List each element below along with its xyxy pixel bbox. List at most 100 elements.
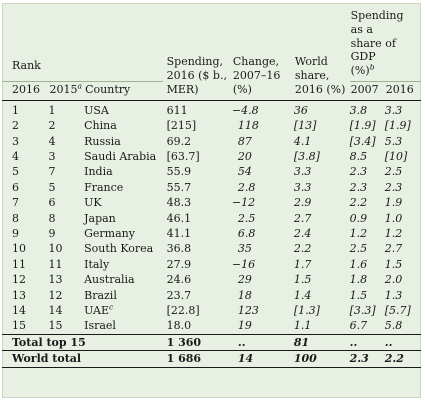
rank-2015-cell: 14	[48, 304, 63, 318]
rank-2015-cell: 8	[48, 211, 56, 225]
rank-2016-cell: 6	[12, 180, 19, 194]
table-row: 4 3 Saudi Arabia [63.7] 20 [3.8] 8.5 [10]	[2, 149, 421, 164]
share-2016-cell: 2.7	[384, 242, 403, 256]
world-share-cell: 1.4	[293, 288, 312, 302]
table-row: 15 15 Israel 18.0 19 1.1 6.7 5.8	[2, 318, 421, 334]
rank-2016-cell: 13	[12, 288, 26, 302]
world-share-cell: 2.9	[293, 196, 312, 210]
country-cell: Japan	[84, 211, 116, 225]
spending-cell: [215]	[166, 119, 197, 133]
world-share-cell: 1.5	[293, 273, 312, 287]
world-share-cell: 1.7	[293, 257, 312, 271]
rank-2016-cell: 15	[12, 319, 26, 333]
total-change: ..	[237, 335, 246, 349]
rank-2015-cell: 2	[48, 119, 56, 133]
world-share-cell: [3.8]	[293, 150, 320, 163]
military-spending-table: Rank Spending, 2016 ($ b., MER) Change, …	[2, 3, 421, 368]
rank-2015-cell: 7	[48, 165, 56, 179]
total-label: World total	[12, 352, 82, 366]
change-cell: 118	[237, 119, 259, 133]
spending-cell: 23.7	[166, 288, 192, 302]
total-spending: 1 360	[166, 335, 202, 349]
rank-2016-cell: 8	[12, 211, 19, 225]
rank-2016-cell: 9	[12, 227, 19, 241]
change-cell: 123	[237, 304, 259, 318]
change-cell: −12	[231, 196, 256, 210]
country-cell: France	[84, 180, 124, 194]
world-share-cell: 2.7	[293, 211, 312, 225]
share-2016-cell: [5.7]	[384, 304, 411, 318]
table-row: 11 11 Italy 27.9 −16 1.7 1.6 1.5	[2, 257, 421, 272]
rank-2015-cell: 6	[48, 196, 56, 210]
share-2016-cell: 1.0	[384, 211, 403, 225]
world-share-cell: 2.4	[293, 227, 312, 241]
total-share-2016: ..	[384, 335, 393, 349]
total-label: Total top 15	[12, 335, 86, 349]
world-share-cell: [1.3]	[293, 304, 320, 318]
share-2007-cell: 3.8	[349, 103, 368, 117]
share-2016-cell: 1.5	[384, 257, 403, 271]
spending-cell: 46.1	[166, 211, 192, 225]
rank-2016-cell: 5	[12, 165, 19, 179]
rank-header: Rank	[12, 59, 41, 73]
table-row: 1 1 USA 611 −4.8 36 3.8 3.3	[2, 100, 421, 118]
country-cell: UK	[84, 196, 102, 210]
spending-cell: [22.8]	[166, 304, 200, 318]
rank-2016-cell: 11	[12, 257, 26, 271]
total-change: 14	[237, 352, 254, 366]
total-world-share: 100	[293, 352, 317, 366]
table-body: 1 1 USA 611 −4.8 36 3.8 3.3 2 2 China [215] 118 [13][…	[2, 100, 421, 368]
share-2016-cell: 5.8	[384, 319, 403, 333]
table-row: 6 5 France 55.7 2.8 3.3 2.3 2.3	[2, 180, 421, 195]
world-share-cell: 1.1	[293, 319, 312, 333]
share-2007-cell: 1.2	[349, 227, 368, 241]
table-row: 5 7 India 55.9 54 3.3 2.3 2.5	[2, 164, 421, 179]
total-share-2007: ..	[349, 335, 358, 349]
country-cell: UAEc	[84, 302, 114, 318]
spending-cell: 41.1	[166, 227, 192, 241]
country-cell: USA	[84, 103, 109, 117]
total-row: Total top 15 1 360.. 81....	[2, 334, 421, 350]
table-row: 12 13 Australia 24.6 29 1.5 1.8 2.0	[2, 272, 421, 287]
share-2007-cell: 1.6	[349, 257, 368, 271]
table-row: 9 9 Germany 41.1 6.8 2.4 1.2 1.2	[2, 226, 421, 241]
share-2007-cell: 2.5	[349, 242, 368, 256]
change-cell: 18	[237, 288, 252, 302]
rank-2015-cell: 11	[48, 257, 63, 271]
rank-2015-cell: 5	[48, 180, 56, 194]
share-2007-cell: 2.3	[349, 180, 368, 194]
share-2007-cell: [1.9]	[349, 119, 376, 133]
spending-cell: [63.7]	[166, 150, 200, 163]
total-row: World total 1 686 14 100 2.3 2.2	[2, 350, 421, 368]
share-2016-cell: 1.3	[384, 288, 403, 302]
total-spending: 1 686	[166, 352, 202, 366]
change-header: Change, 2007–16 (%)	[232, 55, 281, 96]
change-cell: 87	[237, 134, 252, 148]
table-row: 3 4 Russia 69.2 87 4.1 [3.4] 5.3	[2, 134, 421, 149]
country-header: Country	[84, 80, 163, 101]
table-row: 8 8 Japan 46.1 2.5 2.7 0.9 1.0	[2, 211, 421, 226]
change-cell: 20	[237, 150, 252, 163]
world-share-cell: 4.1	[293, 134, 312, 148]
spending-cell: 611	[166, 103, 188, 117]
rank-2016-cell: 12	[12, 273, 26, 287]
country-cell: South Korea	[84, 242, 154, 256]
country-cell: Russia	[84, 134, 121, 148]
world-share-header: World share, 2016 (%)	[294, 55, 346, 96]
rank-2015-cell: 12	[48, 288, 63, 302]
spending-cell: 69.2	[166, 134, 192, 148]
rank-2016-cell: 2	[12, 119, 19, 133]
country-cell: India	[84, 165, 113, 179]
world-share-cell: 3.3	[293, 180, 312, 194]
share-2016-cell: 1.2	[384, 227, 403, 241]
world-share-cell: 3.3	[293, 165, 312, 179]
share-2016-cell: 2.3	[384, 180, 403, 194]
country-cell: Australia	[84, 273, 135, 287]
rank-2016-cell: 4	[12, 150, 19, 163]
country-cell: Italy	[84, 257, 110, 271]
share-2016-cell: [10]	[384, 150, 408, 163]
rank-2016-cell: 14	[12, 304, 26, 318]
share-2007-cell: 1.8	[349, 273, 368, 287]
total-share-2007: 2.3	[349, 352, 369, 366]
world-share-cell: 36	[293, 103, 308, 117]
